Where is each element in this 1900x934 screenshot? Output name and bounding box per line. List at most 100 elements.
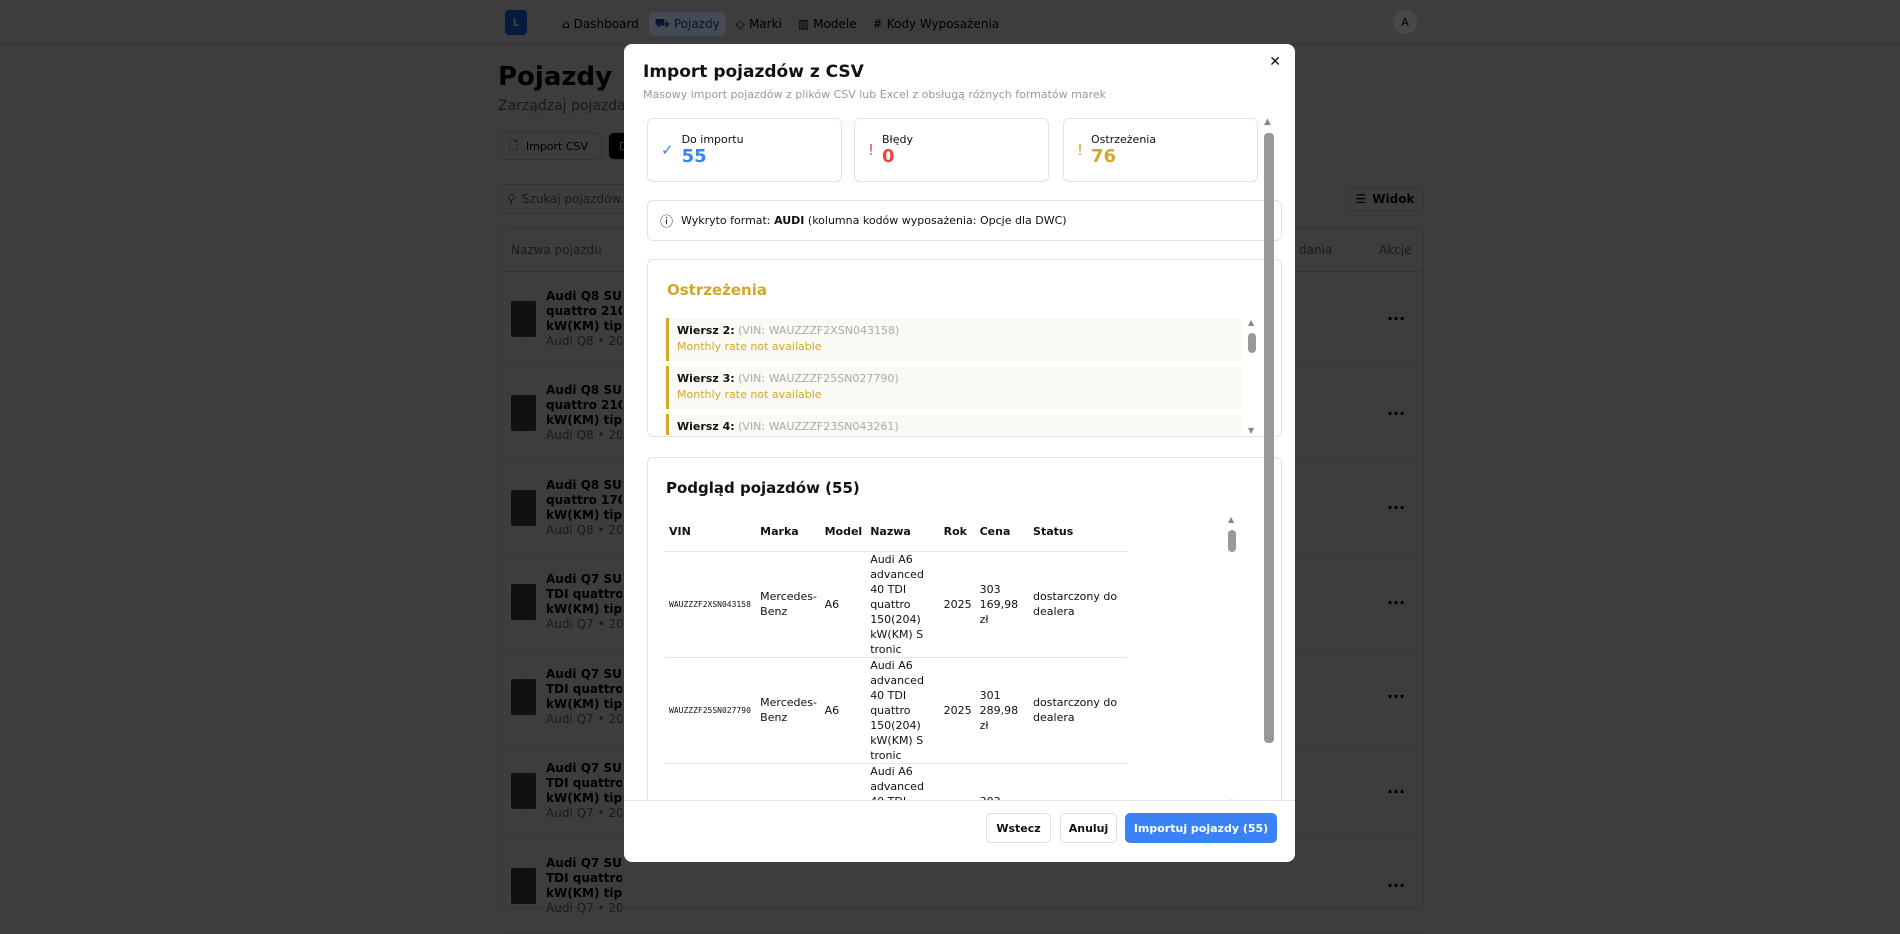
top-nav: L ⌂ Dashboard ⛟ Pojazdy ◇ Marki ▥ Modele # Ko… <box>0 0 1900 45</box>
scroll-thumb[interactable] <box>1248 333 1256 353</box>
preview-card: Podgląd pojazdów (55) VIN Marka Model Nazwa… <box>647 457 1282 800</box>
more-actions-icon[interactable]: ··· <box>1387 498 1406 518</box>
nav-items: ⌂ Dashboard ⛟ Pojazdy ◇ Marki ▥ Modele # Kody… <box>556 12 1005 36</box>
hash-icon: # <box>872 17 883 31</box>
table-row: WAUZZZF25SN027790 Mercedes-Benz A6 Audi A6 … <box>665 657 1127 764</box>
column-header: Cena <box>975 513 1030 552</box>
home-icon: ⌂ <box>562 17 570 31</box>
table-cell: 303 169,98 zł <box>975 763 1030 800</box>
vehicle-thumbnail <box>511 395 536 432</box>
scroll-thumb[interactable] <box>1228 530 1236 552</box>
table-cell: Audi A6 advanced 40 TDI quattro 150(204)… <box>866 763 940 800</box>
table-cell: dostarczony do dealera <box>1029 657 1127 764</box>
nav-marki[interactable]: ◇ Marki <box>735 17 782 31</box>
preview-scrollbar[interactable]: ▲ ▼ <box>1228 515 1236 800</box>
more-actions-icon[interactable]: ··· <box>1387 781 1406 801</box>
warnings-list: Wiersz 2: (VIN: WAUZZZF2XSN043158) Monthl… <box>666 318 1241 435</box>
column-header: Model <box>820 513 867 552</box>
column-header: Rok <box>939 513 976 552</box>
alert-circle-icon: ! <box>868 141 875 159</box>
table-cell: WAUZZZF2XSN043158 <box>665 551 757 658</box>
app-logo[interactable]: L <box>505 10 527 35</box>
view-button[interactable]: ☰ Widok <box>1346 187 1424 211</box>
warnings-scrollbar[interactable]: ▲ ▼ <box>1248 318 1256 435</box>
stat-card: ! Błędy 0 <box>854 118 1049 182</box>
table-cell: Mercedes-Benz <box>756 657 821 764</box>
table-cell: WAUZZZF25SN027790 <box>665 657 757 764</box>
cancel-button[interactable]: Anuluj <box>1060 813 1117 843</box>
column-header: Marka <box>756 513 821 552</box>
vehicle-thumbnail <box>511 867 536 904</box>
table-cell: 2025 <box>939 657 976 764</box>
search-input[interactable]: ⚲ Szukaj pojazdów... <box>498 184 738 214</box>
warning-item: Wiersz 3: (VIN: WAUZZZF25SN027790) Monthl… <box>666 366 1241 409</box>
col-right-header[interactable]: dania <box>1299 243 1333 257</box>
search-icon: ⚲ <box>507 192 516 206</box>
table-cell: Audi A6 advanced 40 TDI quattro 150(204)… <box>866 657 940 764</box>
col-actions-header: Akcje <box>1379 243 1412 257</box>
page-subtitle: Zarządzaj pojazdami <box>498 98 644 114</box>
scroll-down-icon[interactable]: ▼ <box>1248 426 1255 435</box>
vehicle-thumbnail <box>511 584 536 621</box>
back-button[interactable]: Wstecz <box>986 813 1051 843</box>
table-row: WAUZZZF2XSN043158 Mercedes-Benz A6 Audi A6 … <box>665 551 1127 658</box>
modal-scroll-area: ✓ Do importu 55! Błędy 0! Ostrzeżenia 76 ⓘ Wyk… <box>624 117 1295 800</box>
warning-item: Wiersz 2: (VIN: WAUZZZF2XSN043158) Monthl… <box>666 318 1241 361</box>
scroll-up-icon[interactable]: ▲ <box>1264 117 1271 127</box>
col-name-header[interactable]: Nazwa pojazdu <box>511 243 602 257</box>
table-cell: A6 <box>820 657 867 764</box>
car-icon: ⛟ <box>654 16 670 30</box>
stat-card: ! Ostrzeżenia 76 <box>1063 118 1258 182</box>
more-actions-icon[interactable]: ··· <box>1387 309 1406 329</box>
preview-title: Podgląd pojazdów (55) <box>666 479 860 497</box>
scroll-up-icon[interactable]: ▲ <box>1248 318 1255 327</box>
table-cell: Mercedes-Benz <box>756 551 821 658</box>
alert-circle-icon: ! <box>1077 141 1084 159</box>
scroll-up-icon[interactable]: ▲ <box>1228 515 1235 524</box>
modal-subtitle: Masowy import pojazdów z plików CSV lub … <box>643 88 1107 101</box>
nav-kody[interactable]: # Kody Wyposażenia <box>872 17 1000 31</box>
stat-card: ✓ Do importu 55 <box>647 118 842 182</box>
table-cell: A6 <box>820 551 867 658</box>
table-cell: 301 289,98 zł <box>975 657 1030 764</box>
import-button[interactable]: Importuj pojazdy (55) <box>1125 813 1277 843</box>
nav-dashboard[interactable]: ⌂ Dashboard <box>562 17 639 31</box>
vehicle-thumbnail <box>511 773 536 810</box>
vehicle-thumbnail <box>511 489 536 526</box>
table-cell: 2025 <box>939 551 976 658</box>
warning-item: Wiersz 4: (VIN: WAUZZZF23SN043261)Monthl… <box>666 414 1241 435</box>
table-row[interactable]: Audi Q8 SUV 50 quattro 210(286) kW(KM) t… <box>499 272 1423 367</box>
format-info: ⓘ Wykryto format: AUDI (kolumna kodów wy… <box>647 200 1282 241</box>
scroll-thumb[interactable] <box>1264 133 1274 743</box>
chart-icon: ▥ <box>797 17 810 31</box>
more-actions-icon[interactable]: ··· <box>1387 592 1406 612</box>
avatar[interactable]: A <box>1393 10 1417 34</box>
file-upload-icon: 🗋 <box>509 138 518 152</box>
more-actions-icon[interactable]: ··· <box>1387 687 1406 707</box>
nav-pojazdy[interactable]: ⛟ Pojazdy <box>648 12 726 36</box>
table-cell: 2025 <box>939 763 976 800</box>
scroll-down-icon[interactable]: ▼ <box>1228 798 1234 800</box>
vehicle-thumbnail <box>511 678 536 715</box>
table-cell: dostarczony do dealera <box>1029 763 1127 800</box>
modal-scrollbar[interactable]: ▲ <box>1264 117 1274 800</box>
info-icon: ⓘ <box>660 215 674 230</box>
divider <box>624 800 1295 801</box>
page-title: Pojazdy <box>498 62 613 92</box>
warnings-title: Ostrzeżenia <box>667 281 767 299</box>
table-cell: Mercedes-Benz <box>756 763 821 800</box>
table-cell: dostarczony do dealera <box>1029 551 1127 658</box>
more-actions-icon[interactable]: ··· <box>1387 876 1406 896</box>
warnings-card: Ostrzeżenia Wiersz 2: (VIN: WAUZZZF2XSN0… <box>647 259 1282 437</box>
import-csv-button[interactable]: 🗋 Import CSV <box>498 132 602 160</box>
table-cell: A6 <box>820 763 867 800</box>
close-icon[interactable]: ✕ <box>1269 54 1281 70</box>
import-modal: ✕ Import pojazdów z CSV Masowy import po… <box>624 44 1295 862</box>
nav-modele[interactable]: ▥ Modele <box>797 17 857 31</box>
column-header: Status <box>1029 513 1127 552</box>
vehicle-thumbnail <box>511 300 536 337</box>
preview-table: VIN Marka Model Nazwa Rok Cena Status WAUZZZF2X… <box>665 513 1127 800</box>
more-actions-icon[interactable]: ··· <box>1387 403 1406 423</box>
table-cell: 303 169,98 zł <box>975 551 1030 658</box>
